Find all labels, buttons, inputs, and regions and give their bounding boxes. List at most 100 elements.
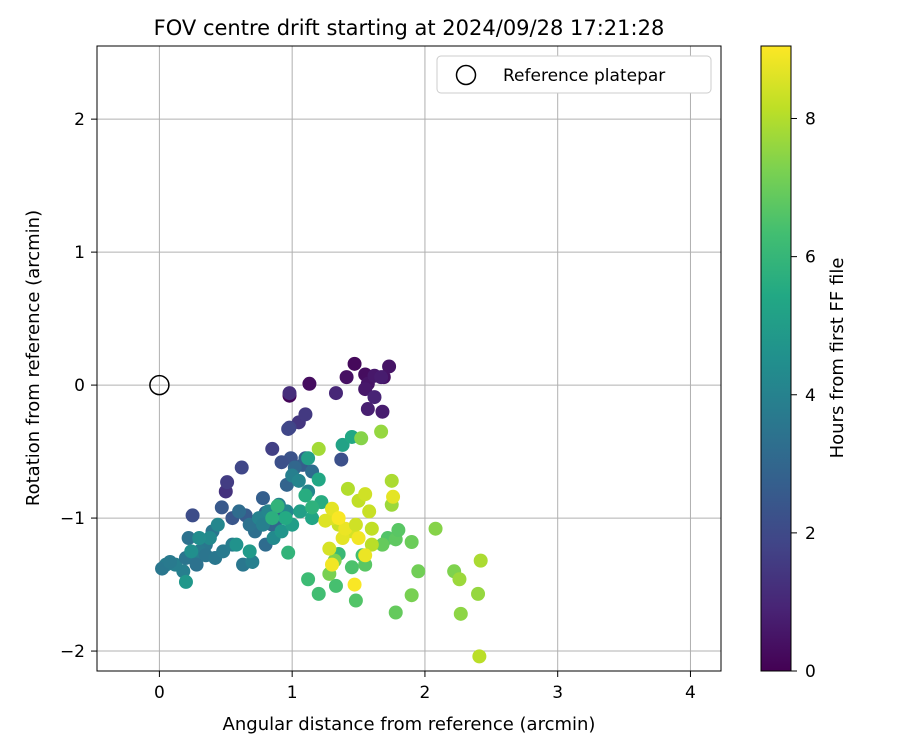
colorbar-tick-label: 4 bbox=[805, 386, 816, 406]
data-point bbox=[163, 554, 178, 569]
data-point bbox=[348, 593, 363, 608]
y-tick-label: −1 bbox=[60, 509, 85, 529]
data-point bbox=[282, 386, 297, 401]
data-point bbox=[281, 421, 296, 436]
colorbar-label: Hours from first FF file bbox=[827, 258, 848, 459]
x-tick-label: 3 bbox=[552, 683, 563, 703]
data-point bbox=[472, 649, 487, 664]
data-point bbox=[374, 424, 389, 439]
data-point bbox=[328, 578, 343, 593]
data-point bbox=[178, 574, 193, 589]
data-point bbox=[348, 517, 363, 532]
data-point bbox=[358, 487, 373, 502]
data-point bbox=[214, 500, 229, 515]
data-point bbox=[335, 437, 350, 452]
data-point bbox=[391, 523, 406, 538]
reference-point-layer bbox=[149, 374, 170, 396]
colorbar-tick-label: 8 bbox=[805, 110, 816, 130]
y-tick-label: 0 bbox=[74, 376, 85, 396]
y-axis-label: Rotation from reference (arcmin) bbox=[23, 210, 44, 506]
data-point bbox=[255, 491, 270, 506]
data-point bbox=[274, 455, 289, 470]
legend: Reference platepar bbox=[436, 55, 712, 94]
data-point bbox=[298, 488, 313, 503]
data-point bbox=[375, 537, 390, 552]
x-tick-label: 2 bbox=[420, 683, 431, 703]
data-point bbox=[270, 499, 285, 514]
legend-marker bbox=[455, 64, 477, 86]
data-point bbox=[220, 475, 235, 490]
data-point bbox=[298, 407, 313, 422]
x-tick-label: 0 bbox=[154, 683, 165, 703]
data-point bbox=[358, 382, 373, 397]
data-point bbox=[302, 376, 317, 391]
colorbar-tick-label: 0 bbox=[805, 662, 816, 682]
data-point bbox=[291, 473, 306, 488]
x-tick-label: 4 bbox=[685, 683, 696, 703]
data-point bbox=[374, 370, 389, 385]
data-point bbox=[301, 572, 316, 587]
data-point bbox=[322, 541, 337, 556]
data-point bbox=[184, 544, 199, 559]
colorbar-ticks: 0 2 4 6 8 bbox=[791, 110, 816, 682]
data-point bbox=[301, 451, 316, 466]
data-point bbox=[340, 481, 355, 496]
data-point bbox=[334, 452, 349, 467]
data-point bbox=[305, 511, 320, 526]
data-point bbox=[202, 531, 217, 546]
data-point bbox=[411, 564, 426, 579]
data-point bbox=[245, 554, 260, 569]
data-point bbox=[232, 504, 247, 519]
data-point bbox=[452, 572, 467, 587]
data-point bbox=[347, 577, 362, 592]
data-point bbox=[386, 489, 401, 504]
data-point bbox=[344, 560, 359, 575]
axis-ticks: 0 1 2 3 4 −2 −1 0 1 2 bbox=[60, 110, 696, 703]
data-point bbox=[234, 460, 249, 475]
data-point bbox=[364, 537, 379, 552]
reference-platepar-marker bbox=[149, 374, 170, 396]
data-point bbox=[364, 521, 379, 536]
data-point bbox=[293, 504, 308, 519]
data-point bbox=[265, 511, 280, 526]
data-point bbox=[265, 441, 280, 456]
data-point bbox=[388, 605, 403, 620]
data-point bbox=[347, 356, 362, 371]
data-point bbox=[375, 404, 390, 419]
data-points bbox=[155, 356, 488, 664]
data-point bbox=[384, 473, 399, 488]
data-point bbox=[305, 500, 320, 515]
colorbar: 0 2 4 6 8 Hours from first FF file bbox=[760, 45, 848, 682]
data-point bbox=[210, 517, 225, 532]
plot-frame bbox=[96, 45, 722, 672]
colorbar-tick-label: 2 bbox=[805, 524, 816, 544]
y-tick-label: −2 bbox=[60, 642, 85, 662]
data-point bbox=[189, 557, 204, 572]
colorbar-gradient bbox=[760, 45, 792, 672]
data-point bbox=[367, 390, 382, 405]
legend-entry: Reference platepar bbox=[503, 66, 665, 86]
data-point bbox=[453, 606, 468, 621]
data-point bbox=[311, 586, 326, 601]
data-point bbox=[338, 521, 353, 536]
y-tick-label: 1 bbox=[74, 243, 85, 263]
data-point bbox=[428, 521, 443, 536]
legend-box bbox=[436, 55, 712, 94]
data-point bbox=[404, 588, 419, 603]
data-point bbox=[192, 531, 207, 546]
x-tick-label: 1 bbox=[287, 683, 298, 703]
data-point bbox=[185, 508, 200, 523]
grid bbox=[97, 46, 721, 671]
data-point bbox=[311, 441, 326, 456]
data-point bbox=[311, 472, 326, 487]
data-point bbox=[358, 548, 373, 563]
data-point bbox=[278, 511, 293, 526]
data-point bbox=[242, 544, 257, 559]
data-point bbox=[339, 370, 354, 385]
data-point bbox=[404, 535, 419, 550]
data-point bbox=[229, 537, 244, 552]
data-point bbox=[181, 531, 196, 546]
data-point bbox=[354, 431, 369, 446]
chart-title: FOV centre drift starting at 2024/09/28 … bbox=[154, 16, 665, 40]
